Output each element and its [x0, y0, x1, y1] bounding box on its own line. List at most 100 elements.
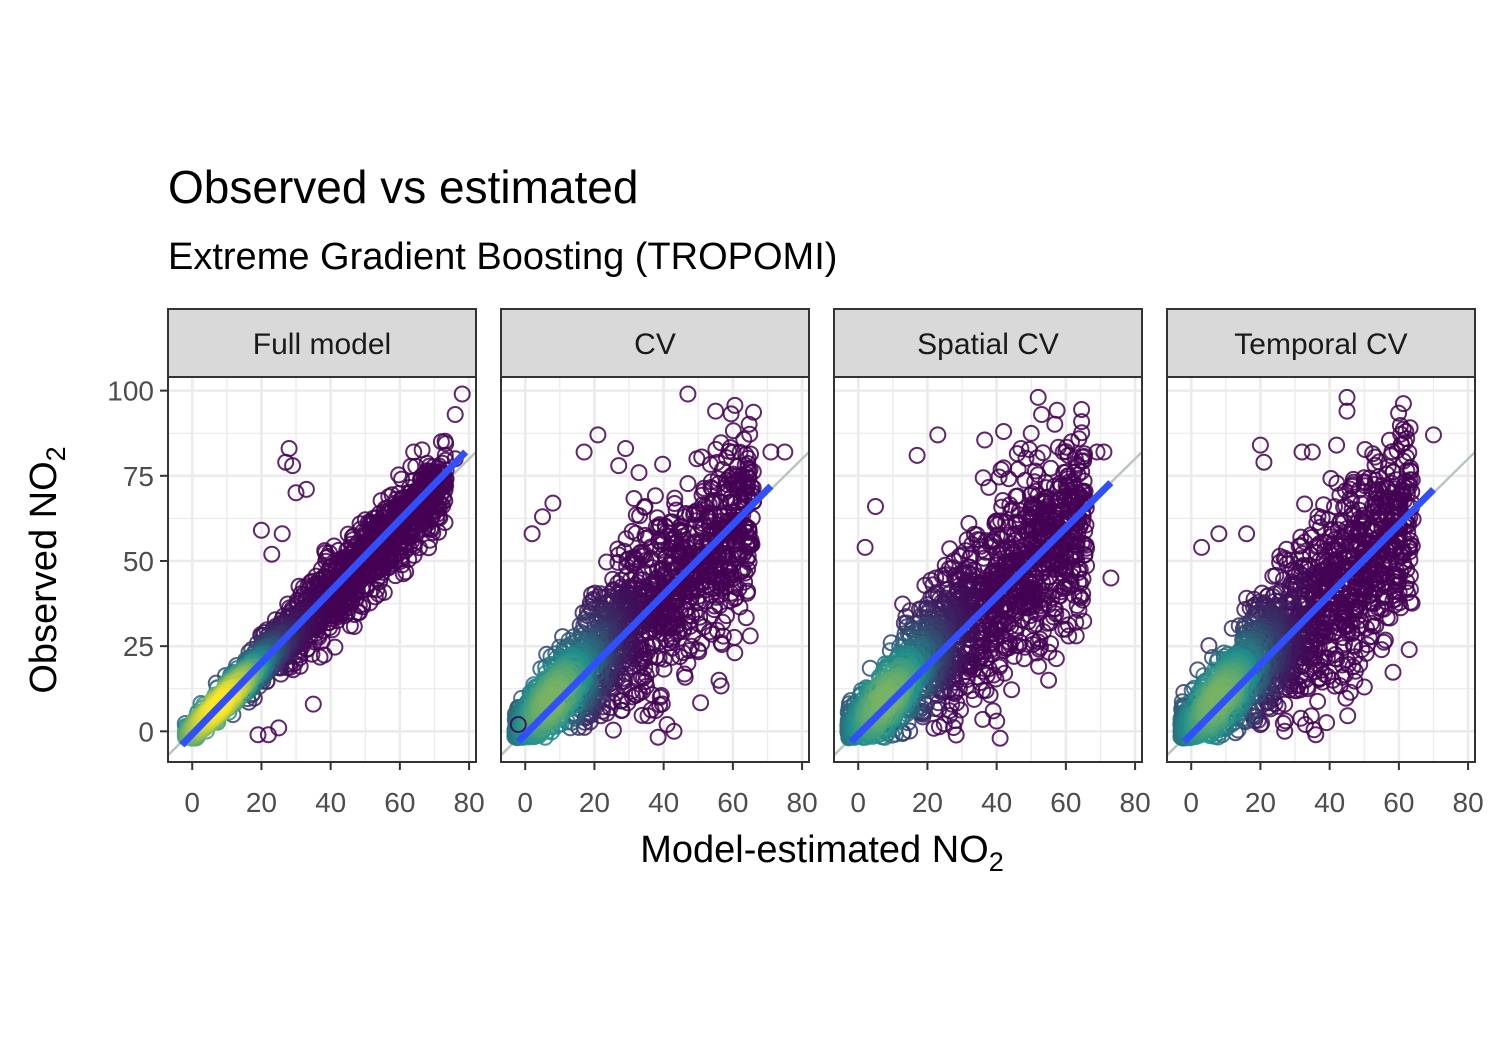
data-point: [692, 694, 710, 712]
x-tick-label: 0: [517, 787, 533, 818]
outlier-point: [707, 402, 725, 420]
x-tick-label: 80: [787, 787, 818, 818]
data-point: [960, 515, 978, 532]
data-point: [1022, 503, 1040, 521]
outlier-point: [252, 521, 270, 539]
data-point: [1017, 449, 1035, 467]
data-point: [718, 449, 735, 467]
data-point: [666, 495, 684, 512]
outlier-point: [263, 545, 281, 563]
data-point: [679, 475, 697, 493]
data-point: [643, 686, 661, 704]
data-point: [706, 597, 723, 615]
data-point: [1068, 531, 1086, 549]
data-point: [986, 515, 1004, 533]
data-point: [976, 431, 994, 449]
outlier-point: [273, 525, 291, 543]
data-point: [598, 553, 616, 571]
data-point: [627, 524, 645, 542]
x-tick-label: 20: [246, 787, 277, 818]
data-point: [1073, 401, 1091, 418]
data-point: [649, 728, 667, 746]
data-point: [693, 486, 711, 504]
data-point: [1001, 496, 1019, 514]
outlier-point: [534, 508, 551, 526]
plot-area: [834, 388, 1142, 757]
data-point: [655, 660, 673, 678]
data-point: [936, 556, 954, 574]
outlier-point: [762, 443, 780, 461]
x-tick-label: 20: [579, 787, 610, 818]
data-point: [211, 694, 229, 712]
data-point: [1003, 681, 1021, 699]
outlier-point: [304, 695, 322, 713]
facet-strip: [500, 308, 810, 378]
facet-strip: [167, 308, 477, 378]
facet-strip-label: CV: [634, 328, 676, 361]
x-tick-label: 60: [717, 787, 748, 818]
data-point: [925, 719, 943, 737]
outlier-point: [741, 627, 759, 645]
data-point: [724, 422, 742, 440]
x-tick-label: 40: [648, 787, 679, 818]
outlier-point: [776, 443, 794, 461]
data-point: [676, 665, 693, 683]
y-tick-label: 0: [138, 716, 154, 747]
outlier-point: [589, 426, 607, 444]
outlier-point: [665, 722, 683, 740]
outlier-point: [432, 433, 450, 451]
data-point: [995, 459, 1013, 477]
outlier-point: [575, 443, 593, 461]
outlier-point: [651, 688, 669, 706]
data-point: [973, 541, 991, 559]
data-point: [1054, 443, 1072, 461]
data-point: [1028, 449, 1046, 467]
data-point: [745, 403, 762, 421]
data-point: [1022, 424, 1040, 442]
data-point: [688, 450, 706, 468]
outlier-point: [446, 406, 464, 423]
data-point: [1016, 471, 1034, 489]
plot-area: [501, 385, 809, 757]
outlier-point: [679, 654, 697, 672]
data-point: [1075, 612, 1093, 630]
data-point: [1026, 462, 1044, 480]
data-point: [946, 712, 964, 729]
outlier-point: [610, 457, 628, 475]
data-point: [1000, 470, 1018, 488]
data-point: [1007, 515, 1025, 533]
outlier-point: [287, 484, 305, 502]
data-point: [990, 468, 1008, 486]
outlier-point: [679, 385, 697, 403]
data-point: [625, 490, 643, 507]
data-point: [1073, 413, 1091, 431]
outlier-point: [613, 692, 631, 710]
data-point: [631, 507, 649, 525]
data-point: [1038, 614, 1056, 632]
data-point: [1070, 430, 1088, 448]
data-point: [1030, 657, 1048, 675]
outlier-point: [453, 385, 471, 403]
data-point: [1068, 597, 1086, 614]
y-tick-label: 25: [123, 631, 154, 662]
outlier-point: [284, 457, 302, 475]
outlier-point: [523, 525, 541, 543]
data-point: [674, 644, 692, 662]
data-point: [741, 425, 759, 443]
data-point: [630, 464, 648, 482]
data-point: [1009, 617, 1027, 635]
outlier-point: [297, 480, 315, 498]
data-point: [617, 530, 635, 548]
outlier-point: [405, 443, 423, 461]
x-tick-label: 40: [315, 787, 346, 818]
data-point: [210, 696, 227, 714]
data-point: [390, 466, 408, 484]
panel-spatial-cv: Spatial CV0 20 40 60 80: [833, 308, 1151, 818]
fit-line: [515, 483, 774, 745]
data-point: [924, 576, 942, 594]
chart-subtitle: Extreme Gradient Boosting (TROPOMI): [168, 236, 838, 278]
panel-cv: CV 0 20 40 60 80: [500, 308, 818, 818]
